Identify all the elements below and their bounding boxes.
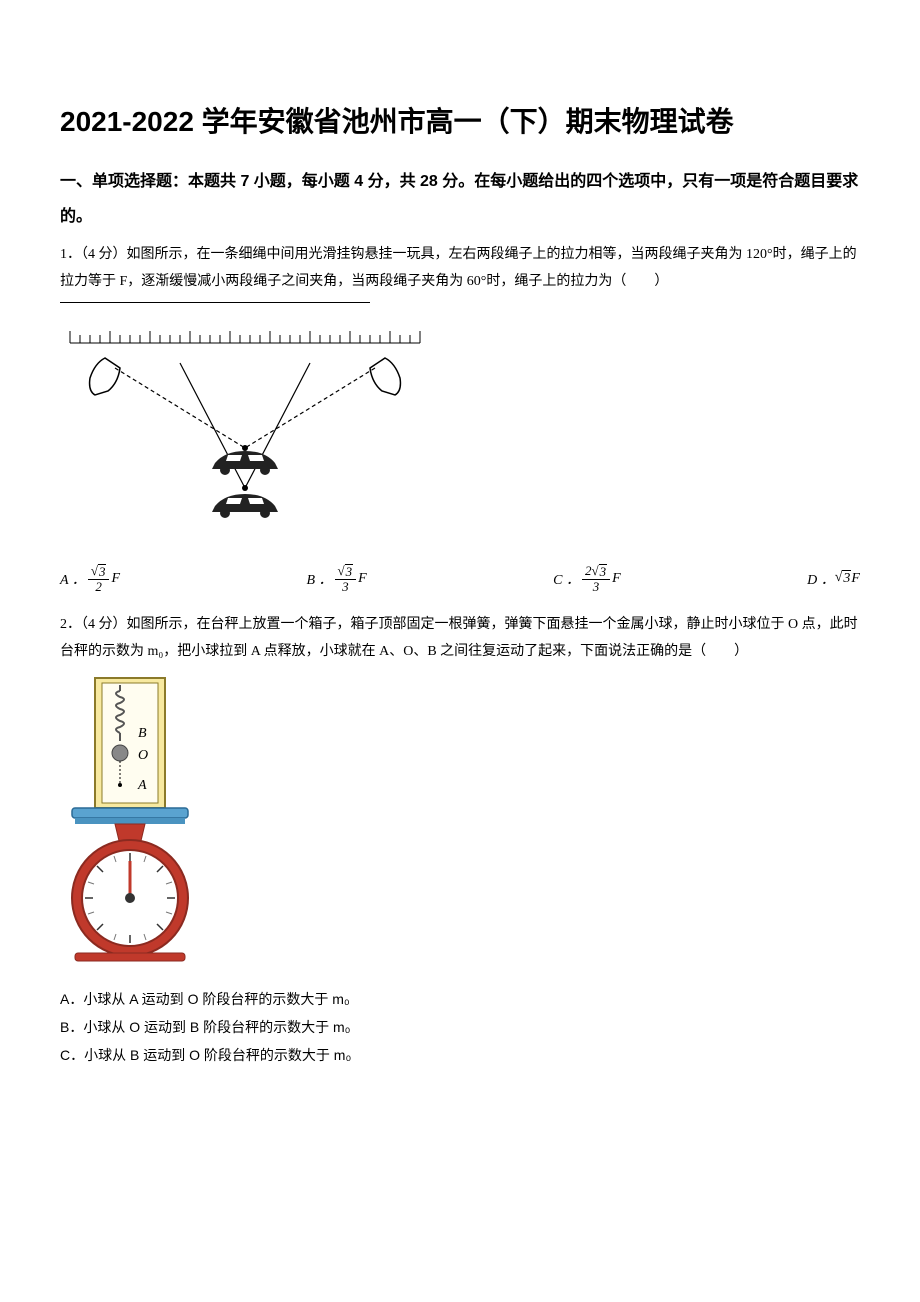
option-d-f: F <box>851 571 860 587</box>
svg-text:A: A <box>137 778 147 793</box>
option-d: D ． √3 F <box>807 569 860 589</box>
option-d-label: D ． <box>807 569 835 589</box>
option-b: B ． √3 3 F <box>306 564 366 595</box>
option-c-label: C ． <box>553 569 580 589</box>
figure-1 <box>60 313 860 548</box>
question-2-answers: A．小球从 A 运动到 O 阶段台秤的示数大于 m₀ B．小球从 O 运动到 B… <box>60 985 860 1069</box>
question-1-options: A ． √3 2 F B ． √3 3 F C ． 2√3 3 F D ． √3… <box>60 560 860 613</box>
answer-a: A．小球从 A 运动到 O 阶段台秤的示数大于 m₀ <box>60 985 860 1013</box>
separator-line <box>60 302 370 303</box>
page-title: 2021-2022 学年安徽省池州市高一（下）期末物理试卷 <box>60 100 860 140</box>
answer-b: B．小球从 O 运动到 B 阶段台秤的示数大于 m₀ <box>60 1013 860 1041</box>
figure-2: B O A <box>60 673 860 973</box>
option-a-label: A ． <box>60 569 86 589</box>
option-a-f: F <box>111 571 120 587</box>
option-c-f: F <box>612 571 621 587</box>
option-b-f: F <box>358 571 367 587</box>
svg-text:O: O <box>138 748 148 763</box>
question-2-text: 2．（4 分）如图所示，在台秤上放置一个箱子，箱子顶部固定一根弹簧，弹簧下面悬挂… <box>60 612 860 665</box>
answer-c: C．小球从 B 运动到 O 阶段台秤的示数大于 m₀ <box>60 1041 860 1069</box>
section-header: 一、单项选择题：本题共 7 小题，每小题 4 分，共 28 分。在每小题给出的四… <box>60 164 860 234</box>
option-a: A ． √3 2 F <box>60 564 120 595</box>
svg-text:B: B <box>138 726 147 741</box>
question-1-text: 1．（4 分）如图所示，在一条细绳中间用光滑挂钩悬挂一玩具，左右两段绳子上的拉力… <box>60 242 860 295</box>
option-b-label: B ． <box>306 569 332 589</box>
option-c: C ． 2√3 3 F <box>553 564 621 595</box>
